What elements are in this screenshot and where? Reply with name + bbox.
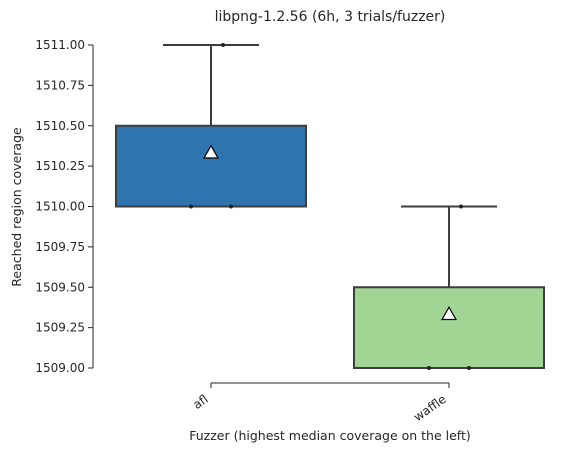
y-tick-label: 1509.75 <box>35 240 85 254</box>
data-point <box>221 43 225 47</box>
mean-marker <box>202 144 220 159</box>
x-axis: afl waffle <box>190 382 450 424</box>
mean-marker <box>440 306 458 321</box>
x-axis-label: Fuzzer (highest median coverage on the l… <box>189 428 471 443</box>
x-tick-label: waffle <box>411 392 449 424</box>
box-body <box>115 124 307 208</box>
y-tick-label: 1510.50 <box>35 119 85 133</box>
chart-title: libpng-1.2.56 (6h, 3 trials/fuzzer) <box>215 9 446 25</box>
x-tick-label: afl <box>190 392 210 412</box>
box-body <box>353 286 545 369</box>
plot-area <box>115 43 545 370</box>
data-point <box>467 366 471 370</box>
y-tick-label: 1509.25 <box>35 321 85 335</box>
y-tick-label: 1510.75 <box>35 78 85 92</box>
y-axis-label: Reached region coverage <box>9 127 24 287</box>
y-tick-label: 1509.00 <box>35 361 85 375</box>
y-tick-label: 1510.25 <box>35 159 85 173</box>
data-point <box>459 204 463 209</box>
box-waffle <box>353 204 545 370</box>
data-point <box>229 204 233 209</box>
y-axis: 1509.00 1509.25 1509.50 1509.75 1510.00 1510.… <box>35 38 94 375</box>
y-tick-label: 1509.50 <box>35 280 85 294</box>
data-point <box>189 204 193 209</box>
y-tick-label: 1511.00 <box>35 38 85 52</box>
data-point <box>427 366 431 370</box>
y-tick-label: 1510.00 <box>35 200 85 214</box>
box-afl <box>115 43 307 209</box>
